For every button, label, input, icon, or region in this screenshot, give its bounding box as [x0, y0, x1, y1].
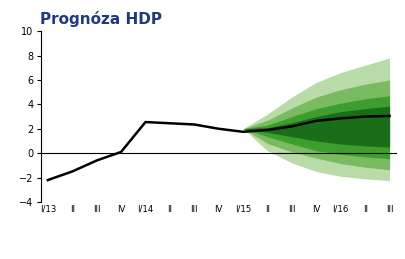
Text: Prognóza HDP: Prognóza HDP: [40, 11, 162, 27]
